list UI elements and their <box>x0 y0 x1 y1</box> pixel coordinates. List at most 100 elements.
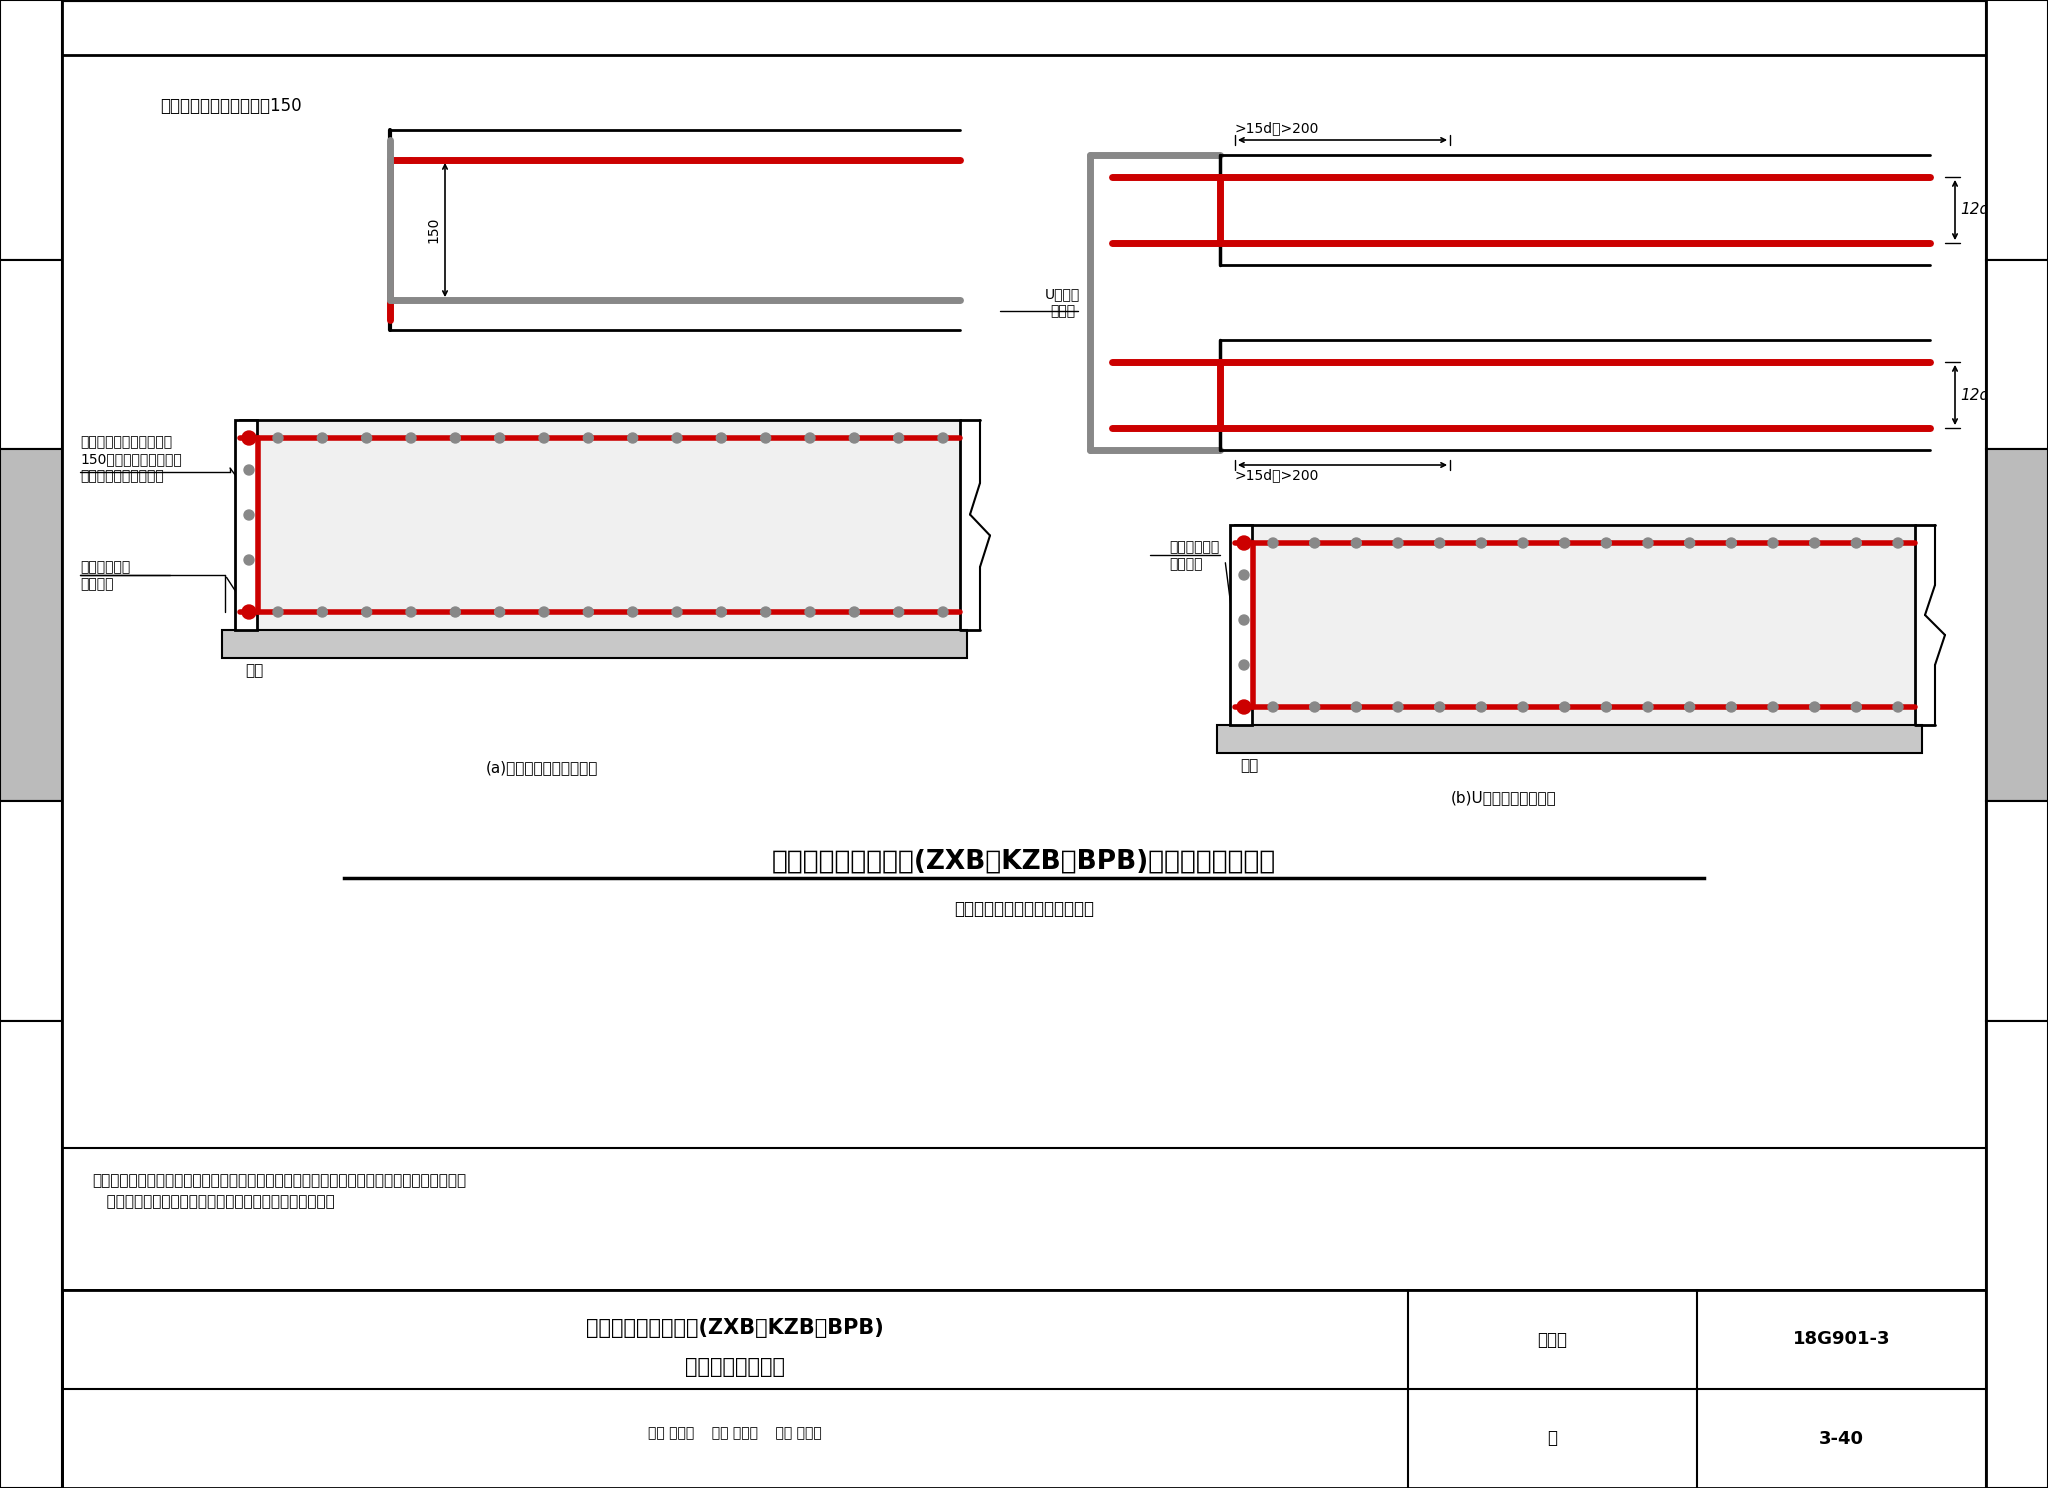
Bar <box>0 1021 61 1488</box>
Text: 桩
基
础: 桩 基 础 <box>27 885 35 936</box>
Bar <box>236 420 256 629</box>
Circle shape <box>584 433 594 443</box>
Circle shape <box>244 464 254 475</box>
Text: U形构造
封边筋: U形构造 封边筋 <box>1044 287 1079 318</box>
Circle shape <box>1810 702 1821 711</box>
Circle shape <box>362 433 371 443</box>
Circle shape <box>272 607 283 618</box>
Circle shape <box>1309 702 1319 711</box>
Circle shape <box>938 607 948 618</box>
Circle shape <box>1237 699 1251 714</box>
Bar <box>1231 525 1251 725</box>
Circle shape <box>717 607 727 618</box>
Bar <box>0 260 61 449</box>
Bar <box>240 420 961 629</box>
Circle shape <box>1561 702 1569 711</box>
Circle shape <box>760 433 770 443</box>
Circle shape <box>496 607 504 618</box>
Text: 板边构造钢筋
设计指定: 板边构造钢筋 设计指定 <box>80 559 131 591</box>
Circle shape <box>244 510 254 519</box>
Circle shape <box>1726 539 1737 548</box>
Circle shape <box>539 433 549 443</box>
Text: 审核 黄志刚    校对 余绪尧    设计 王怀元: 审核 黄志刚 校对 余绪尧 设计 王怀元 <box>647 1427 821 1440</box>
Text: 注：板边缘侧面封边构造同样适用于梁板式筏形基础部位，采用何种做法由设计者确定；当设
   计者未确定时，施工单位可根据实际情况自选一种做法。: 注：板边缘侧面封边构造同样适用于梁板式筏形基础部位，采用何种做法由设计者确定；当… <box>92 1173 467 1208</box>
Text: (a)纵筋弯钩交错封边方式: (a)纵筋弯钩交错封边方式 <box>485 760 598 775</box>
Circle shape <box>805 433 815 443</box>
Circle shape <box>1518 539 1528 548</box>
Text: 18G901-3: 18G901-3 <box>1792 1330 1890 1348</box>
Circle shape <box>451 433 461 443</box>
Circle shape <box>1239 615 1249 625</box>
Circle shape <box>1561 539 1569 548</box>
Bar <box>1987 0 2048 260</box>
Circle shape <box>893 433 903 443</box>
Bar <box>0 449 61 801</box>
Circle shape <box>1686 539 1694 548</box>
Circle shape <box>850 433 860 443</box>
Text: 桩
基
础: 桩 基 础 <box>2013 885 2021 936</box>
Circle shape <box>672 607 682 618</box>
Circle shape <box>1352 539 1362 548</box>
Text: 平板式筏形基础平板(ZXB、KZB、BPB): 平板式筏形基础平板(ZXB、KZB、BPB) <box>586 1317 885 1338</box>
Text: 与
基
础
有
关
的
构
造: 与 基 础 有 关 的 构 造 <box>27 1186 35 1323</box>
Bar <box>1235 525 1915 725</box>
Text: 与
基
础
有
关
的
构
造: 与 基 础 有 关 的 构 造 <box>2013 1186 2021 1323</box>
Text: 一
般
构
造
要
求: 一 般 构 造 要 求 <box>27 79 35 182</box>
Circle shape <box>1518 702 1528 711</box>
Circle shape <box>1309 539 1319 548</box>
Circle shape <box>317 607 328 618</box>
Text: >15d且>200: >15d且>200 <box>1235 469 1319 482</box>
Circle shape <box>1686 702 1694 711</box>
Circle shape <box>1436 539 1444 548</box>
Text: 外伸部位变截面时侧面构造相同: 外伸部位变截面时侧面构造相同 <box>954 900 1094 918</box>
Text: 一
般
构
造
要
求: 一 般 构 造 要 求 <box>2013 79 2021 182</box>
Circle shape <box>1239 570 1249 580</box>
Text: 条
形
基
础
与
筏
形
基
础: 条 形 基 础 与 筏 形 基 础 <box>27 548 35 702</box>
Text: 板边构造钢筋
设计指定: 板边构造钢筋 设计指定 <box>1169 540 1221 571</box>
Bar <box>221 629 967 658</box>
Text: 底部与顶部纵筋弯钩交错150: 底部与顶部纵筋弯钩交错150 <box>160 97 301 115</box>
Text: 独
立
基
础: 独 立 基 础 <box>27 321 35 388</box>
Circle shape <box>1352 702 1362 711</box>
Circle shape <box>584 607 594 618</box>
Circle shape <box>1268 539 1278 548</box>
Circle shape <box>1436 702 1444 711</box>
Bar <box>1987 260 2048 449</box>
Circle shape <box>272 433 283 443</box>
Circle shape <box>717 433 727 443</box>
Text: 图集号: 图集号 <box>1538 1330 1567 1348</box>
Circle shape <box>1767 702 1778 711</box>
Text: 垫层: 垫层 <box>246 664 264 679</box>
Circle shape <box>1726 702 1737 711</box>
Text: >15d且>200: >15d且>200 <box>1235 121 1319 135</box>
Text: 垫层: 垫层 <box>1239 757 1257 772</box>
Circle shape <box>1892 702 1903 711</box>
Circle shape <box>496 433 504 443</box>
Circle shape <box>1477 702 1487 711</box>
Circle shape <box>1767 539 1778 548</box>
Bar <box>0 801 61 1021</box>
Text: 平板式筏形基础平板(ZXB、KZB、BPB)边缘侧面封边构造: 平板式筏形基础平板(ZXB、KZB、BPB)边缘侧面封边构造 <box>772 850 1276 875</box>
Circle shape <box>1477 539 1487 548</box>
Circle shape <box>1810 539 1821 548</box>
Circle shape <box>893 607 903 618</box>
Text: 12d: 12d <box>1960 202 1989 217</box>
Circle shape <box>1892 539 1903 548</box>
Circle shape <box>317 433 328 443</box>
Text: 12d: 12d <box>1960 387 1989 402</box>
Circle shape <box>1393 702 1403 711</box>
Text: 页: 页 <box>1548 1430 1556 1448</box>
Text: 150: 150 <box>426 217 440 243</box>
Text: 独
立
基
础: 独 立 基 础 <box>2013 321 2021 388</box>
Circle shape <box>362 607 371 618</box>
Bar <box>1987 1021 2048 1488</box>
Circle shape <box>242 432 256 445</box>
Circle shape <box>760 607 770 618</box>
Circle shape <box>1393 539 1403 548</box>
Circle shape <box>1239 661 1249 670</box>
Bar <box>1217 725 1921 753</box>
Circle shape <box>1851 702 1862 711</box>
Circle shape <box>539 607 549 618</box>
Circle shape <box>1237 536 1251 551</box>
Bar <box>1987 801 2048 1021</box>
